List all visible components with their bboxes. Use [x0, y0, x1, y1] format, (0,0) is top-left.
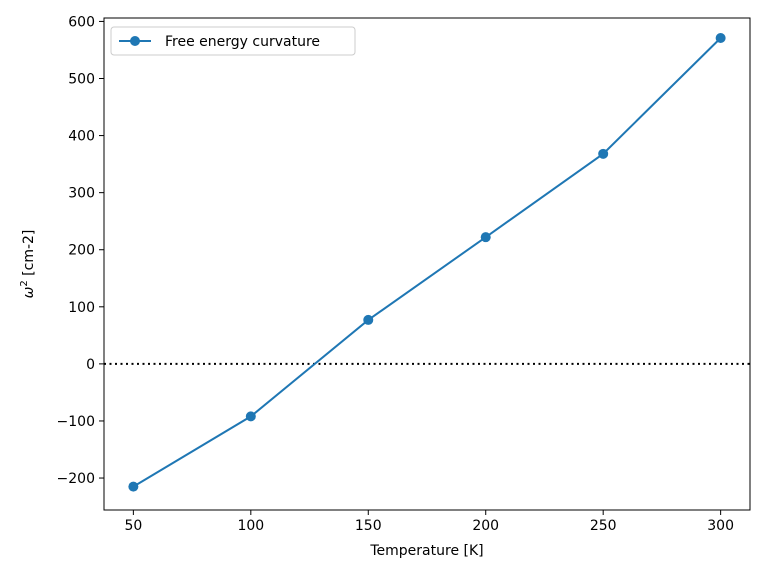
- x-tick-label: 50: [124, 518, 142, 534]
- axes-frame: [103, 17, 751, 511]
- x-tick-label: 150: [355, 518, 382, 534]
- y-tick-label: 300: [68, 186, 95, 202]
- ticks-layer: 50 100 150 200 250 300 −200 −100 0 100 200 300 400 50…: [57, 14, 734, 534]
- legend: Free energy curvature: [110, 26, 356, 56]
- y-tick-label: 500: [68, 72, 95, 88]
- plot-layer: [104, 32, 750, 492]
- data-point: [245, 411, 256, 422]
- x-tick-label: 300: [707, 518, 734, 534]
- x-tick-label: 250: [590, 518, 617, 534]
- x-tick-label: 200: [472, 518, 499, 534]
- series-line: [132, 37, 722, 488]
- data-point: [128, 481, 139, 492]
- y-axis-label-symbol: ω: [21, 286, 37, 298]
- y-axis-label-unit: [cm-2]: [21, 230, 37, 281]
- y-tick-label: 0: [86, 357, 95, 373]
- data-point: [480, 232, 491, 243]
- y-axis-label-superscript: 2: [19, 280, 30, 286]
- y-tick-label: 600: [68, 14, 95, 30]
- legend-label: Free energy curvature: [165, 34, 320, 50]
- y-axis-label: ω2 [cm-2]: [19, 230, 37, 299]
- x-tick-label: 100: [237, 518, 264, 534]
- y-tick-label: 400: [68, 129, 95, 145]
- y-tick-label: 200: [68, 243, 95, 259]
- y-tick-label: −200: [57, 471, 95, 487]
- y-tick-label: −100: [57, 414, 95, 430]
- y-tick-label: 100: [68, 300, 95, 316]
- x-axis-label: Temperature [K]: [369, 543, 483, 559]
- legend-marker-swatch: [130, 36, 140, 46]
- data-point: [363, 314, 374, 325]
- data-point: [598, 148, 609, 159]
- data-point: [715, 32, 726, 43]
- legend-box: [110, 26, 356, 56]
